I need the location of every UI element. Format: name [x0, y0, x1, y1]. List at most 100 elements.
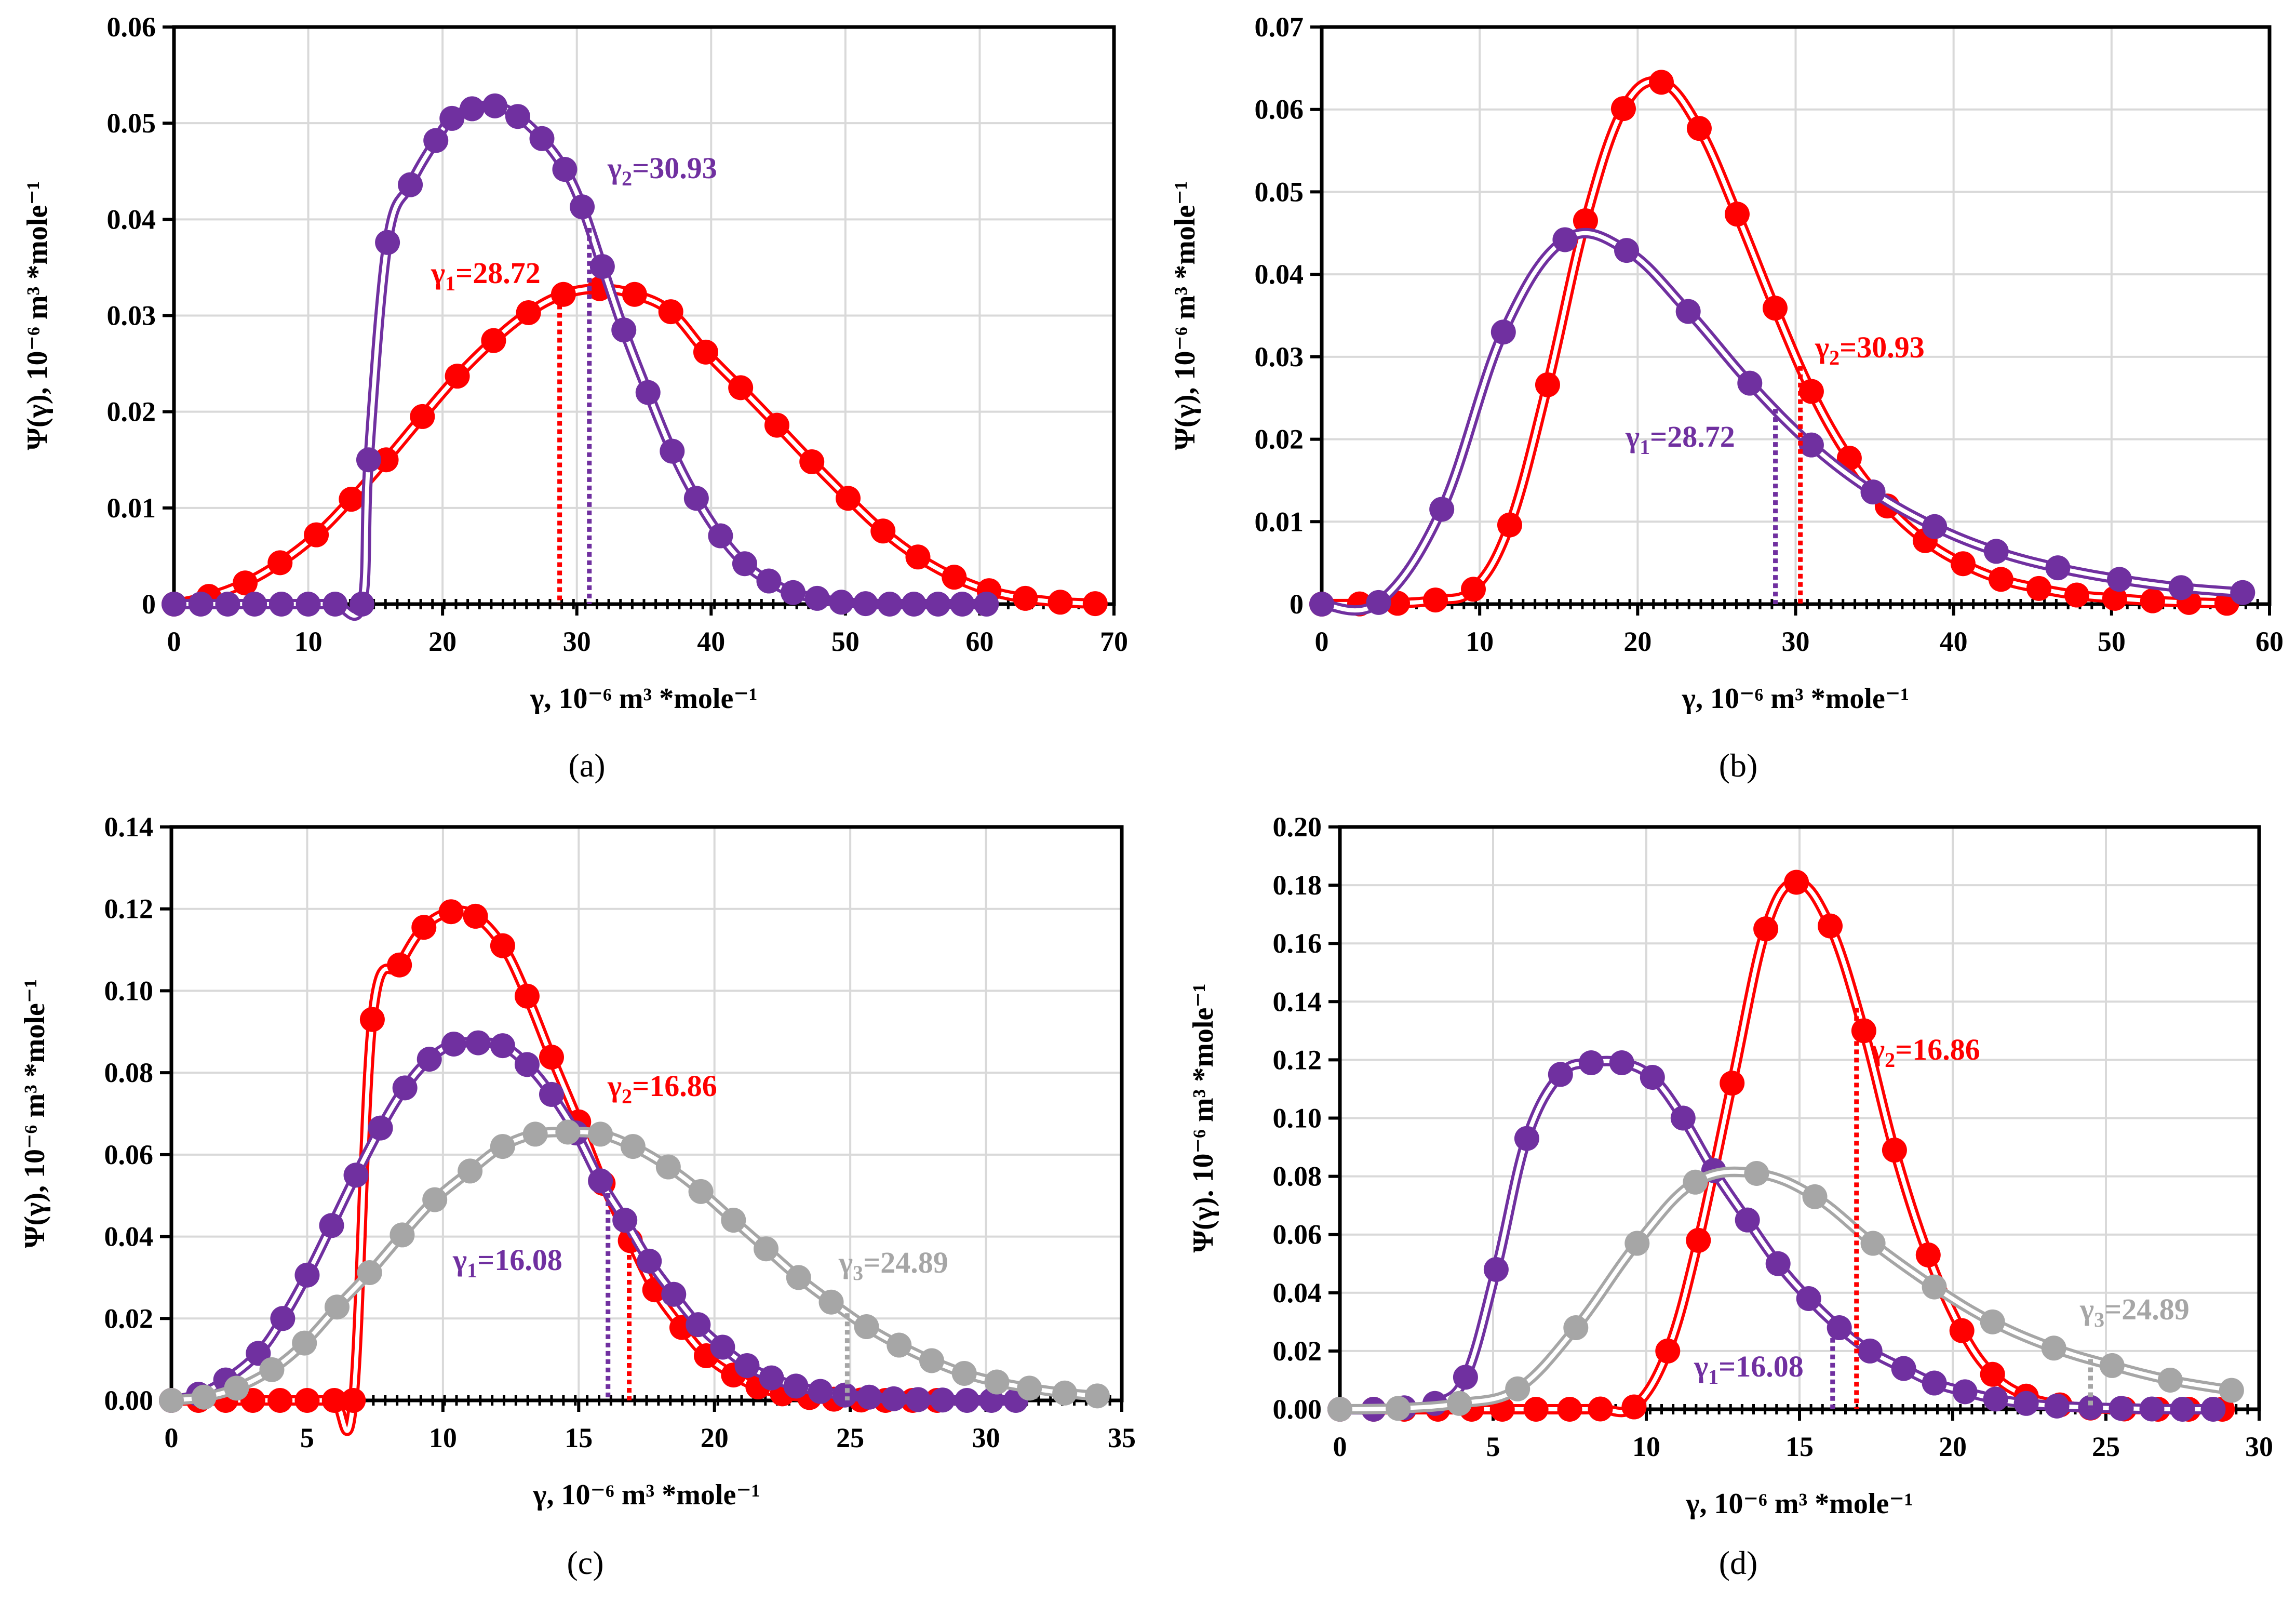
- data-point-gray: [191, 1384, 217, 1410]
- data-point-purple: [877, 592, 903, 617]
- series-line-inner: [174, 103, 987, 618]
- data-point-red: [905, 544, 931, 570]
- data-point-purple: [2013, 1391, 2039, 1416]
- data-point-red: [1082, 591, 1108, 617]
- series-line-red: [1340, 877, 2223, 1418]
- data-point-gray: [1563, 1315, 1589, 1341]
- data-point-red: [1423, 587, 1448, 613]
- data-point-gray: [919, 1348, 944, 1373]
- y-tick-label: 0.10: [104, 975, 154, 1006]
- y-axis-label: Ψ(γ), 10⁻⁶ m³ *mole⁻¹: [21, 181, 53, 450]
- data-point-purple: [954, 1388, 979, 1413]
- data-point-purple: [539, 1081, 564, 1107]
- y-tick-label: 0.04: [1273, 1277, 1322, 1308]
- data-point-purple: [417, 1047, 442, 1072]
- data-point-purple: [482, 93, 507, 118]
- data-point-red: [870, 518, 896, 544]
- y-tick-label: 0.02: [104, 1303, 154, 1334]
- data-point-purple: [505, 104, 530, 129]
- data-point-red: [1818, 913, 1843, 939]
- data-point-red: [658, 299, 683, 325]
- data-point-red: [516, 300, 541, 325]
- data-point-gray: [1683, 1169, 1708, 1195]
- y-tick-label: 0: [142, 589, 156, 620]
- data-point-purple: [588, 1168, 613, 1194]
- x-tick-label: 15: [1785, 1431, 1814, 1462]
- data-point-purple: [1483, 1257, 1509, 1282]
- data-point-purple: [683, 486, 709, 511]
- x-axis-label: γ, 10⁻⁶ m³ *mole⁻¹: [532, 1479, 760, 1511]
- data-point-purple: [808, 1379, 833, 1404]
- data-point-purple: [930, 1387, 955, 1413]
- data-point-red: [1753, 916, 1779, 942]
- data-point-purple: [1670, 1105, 1696, 1131]
- data-point-purple: [1552, 227, 1578, 252]
- data-point-red: [1762, 296, 1788, 321]
- annotation-label: γ2=16.86: [607, 1069, 717, 1108]
- data-point-purple: [710, 1334, 735, 1360]
- data-point-purple: [660, 438, 685, 464]
- data-point-purple: [901, 592, 927, 617]
- data-point-red: [304, 522, 329, 547]
- data-point-gray: [818, 1289, 844, 1315]
- data-point-purple: [188, 592, 213, 617]
- chart-d: 0.00 0.02 0.04 0.06 0.08 0.10 0.12 0.14 0.16 0.18…: [1187, 811, 2273, 1581]
- data-point-purple: [162, 592, 186, 617]
- data-point-purple: [423, 128, 449, 153]
- x-tick-label: 50: [831, 626, 860, 657]
- y-tick-label: 0.05: [107, 108, 156, 139]
- data-point-purple: [460, 96, 485, 122]
- x-tick-label: 10: [1632, 1431, 1660, 1462]
- y-axis-label: Ψ(γ), 10⁻⁶ m³ *mole⁻¹: [19, 979, 51, 1248]
- data-point-gray: [1505, 1376, 1530, 1401]
- data-point-purple: [881, 1386, 906, 1411]
- panel-caption: (b): [1719, 747, 1758, 784]
- data-point-purple: [2170, 1397, 2195, 1422]
- annotation-label: γ2=30.93: [1815, 330, 1925, 369]
- panel-caption: (d): [1719, 1544, 1758, 1581]
- annotation-label: γ1=16.08: [452, 1243, 562, 1282]
- data-point-purple: [1640, 1065, 1665, 1090]
- y-tick-label: 0.05: [1255, 176, 1304, 207]
- data-point-purple: [319, 1213, 344, 1238]
- data-point-purple: [392, 1075, 418, 1101]
- data-point-purple: [781, 580, 806, 605]
- data-point-gray: [620, 1134, 646, 1159]
- data-point-gray: [1386, 1396, 1411, 1421]
- data-point-purple: [2139, 1396, 2165, 1422]
- chart-a: 0 0.01 0.02 0.03 0.04 0.05 0.06 0 10 20 30 40 50 60 70…: [21, 11, 1128, 784]
- x-tick-label: 20: [701, 1422, 729, 1453]
- x-tick-label: 50: [2098, 626, 2126, 657]
- data-point-red: [411, 915, 437, 940]
- data-point-gray: [1624, 1231, 1650, 1256]
- data-point-purple: [270, 1306, 296, 1331]
- x-tick-label: 25: [2092, 1431, 2120, 1462]
- x-axis-label: γ, 10⁻⁶ m³ *mole⁻¹: [1685, 1488, 1913, 1520]
- data-point-gray: [555, 1119, 581, 1145]
- data-point-red: [550, 282, 576, 307]
- x-tick-label: 10: [429, 1422, 457, 1453]
- data-point-gray: [984, 1369, 1010, 1395]
- y-tick-label: 0.16: [1273, 928, 1322, 959]
- data-point-purple: [1578, 1050, 1604, 1076]
- data-point-red: [1950, 551, 1976, 577]
- data-point-purple: [1735, 1207, 1760, 1233]
- y-tick-label: 0.06: [107, 11, 156, 43]
- data-point-gray: [522, 1121, 548, 1147]
- data-point-red: [359, 1007, 385, 1032]
- data-point-red: [693, 339, 718, 365]
- data-point-purple: [905, 1387, 931, 1412]
- data-point-gray: [1327, 1397, 1352, 1422]
- data-point-purple: [734, 1353, 760, 1378]
- data-point-gray: [2099, 1353, 2125, 1378]
- x-tick-label: 40: [1940, 626, 1968, 657]
- data-point-purple: [529, 126, 555, 151]
- data-point-gray: [754, 1236, 779, 1262]
- x-tick-label: 10: [294, 626, 323, 657]
- data-point-purple: [2107, 567, 2132, 592]
- y-tick-label: 0.04: [104, 1221, 154, 1252]
- data-point-gray: [1052, 1380, 1078, 1406]
- data-point-gray: [721, 1208, 746, 1233]
- annotation-label: γ1=28.72: [1625, 420, 1735, 459]
- data-point-red: [410, 404, 435, 429]
